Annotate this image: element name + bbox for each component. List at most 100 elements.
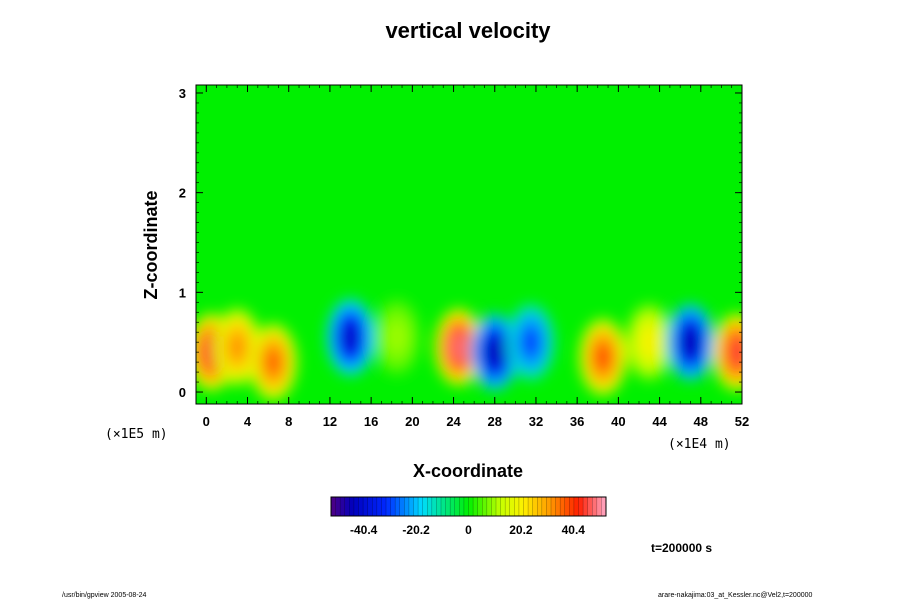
y-tick-label: 3 xyxy=(179,86,186,101)
x-tick-label: 48 xyxy=(694,414,708,429)
x-tick-label: 20 xyxy=(405,414,419,429)
colorbar-segment xyxy=(528,497,534,516)
x-axis-label: X-coordinate xyxy=(413,461,523,481)
colorbar-segment xyxy=(381,497,387,516)
colorbar-segment xyxy=(463,497,469,516)
colorbar-segment xyxy=(331,497,336,516)
colorbar-segment xyxy=(353,497,359,516)
x-tick-label: 36 xyxy=(570,414,584,429)
colorbar-segment xyxy=(427,497,433,516)
y-tick-label: 0 xyxy=(179,385,186,400)
y-tick-label: 1 xyxy=(179,285,186,300)
x-axis: 0 4 8 12 16 20 24 28 32 36 40 44 48 52 xyxy=(203,85,749,429)
colorbar-segment xyxy=(592,497,598,516)
velocity-cell-core xyxy=(263,346,283,379)
colorbar-segment xyxy=(340,497,346,516)
colorbar-segment xyxy=(436,497,442,516)
time-label: t=200000 s xyxy=(651,541,712,555)
x-tick-label: 8 xyxy=(285,414,292,429)
colorbar-segment xyxy=(413,497,419,516)
x-tick-label: 28 xyxy=(488,414,502,429)
colorbar-segment xyxy=(482,497,488,516)
colorbar-segment xyxy=(418,497,424,516)
plot-area xyxy=(196,85,742,404)
colorbar-segment xyxy=(358,497,364,516)
colorbar-segment xyxy=(422,497,428,516)
y-unit-label: (×1E5 m) xyxy=(105,427,168,442)
colorbar-segment xyxy=(573,497,579,516)
colorbar-segment xyxy=(473,497,479,516)
colorbar-segment xyxy=(601,497,607,516)
x-unit-label: (×1E4 m) xyxy=(668,437,731,452)
colorbar-tick-label: 40.4 xyxy=(562,523,586,537)
colorbar-segment xyxy=(445,497,451,516)
colorbar-segment xyxy=(431,497,437,516)
colorbar-segment xyxy=(376,497,382,516)
x-tick-label: 0 xyxy=(203,414,210,429)
colorbar-segment xyxy=(496,497,501,516)
velocity-cell-core xyxy=(341,321,360,354)
colorbar-segment xyxy=(500,497,506,516)
colorbar-segment xyxy=(486,497,492,516)
x-tick-label: 40 xyxy=(611,414,625,429)
colorbar-segment xyxy=(514,497,520,516)
colorbar-segment xyxy=(551,497,556,516)
colorbar-segment xyxy=(335,497,341,516)
velocity-field xyxy=(196,299,742,401)
colorbar-segment xyxy=(583,497,589,516)
colorbar-segment xyxy=(578,497,584,516)
colorbar-segment xyxy=(532,497,538,516)
colorbar-segment xyxy=(491,497,497,516)
colorbar-segment xyxy=(454,497,460,516)
colorbar-segment xyxy=(404,497,410,516)
colorbar xyxy=(330,496,607,517)
colorbar-segment xyxy=(564,497,570,516)
y-axis-label: Z-coordinate xyxy=(141,190,161,299)
x-tick-label: 4 xyxy=(244,414,252,429)
velocity-cell-core xyxy=(387,321,407,354)
colorbar-segment xyxy=(395,497,401,516)
colorbar-segment xyxy=(399,497,405,516)
colorbar-frame xyxy=(330,496,607,517)
colorbar-segment xyxy=(518,497,524,516)
colorbar-segment xyxy=(367,497,373,516)
velocity-cell-core xyxy=(227,331,247,364)
colorbar-segment xyxy=(555,497,561,516)
x-tick-label: 12 xyxy=(323,414,337,429)
colorbar-segment xyxy=(587,497,593,516)
colorbar-tick-label: 20.2 xyxy=(509,523,533,537)
colorbar-segment xyxy=(505,497,511,516)
x-tick-label: 52 xyxy=(735,414,749,429)
velocity-cell-core xyxy=(640,326,659,359)
colorbar-segment xyxy=(596,497,602,516)
plot-frame xyxy=(195,84,743,405)
velocity-cell-core xyxy=(485,336,505,369)
colorbar-segment xyxy=(537,497,543,516)
velocity-cell-core xyxy=(593,341,613,374)
colorbar-tick-label: 0 xyxy=(465,523,472,537)
colorbar-segment xyxy=(441,497,446,516)
y-tick-label: 2 xyxy=(179,186,186,201)
velocity-cell-core xyxy=(681,326,700,359)
colorbar-segment xyxy=(390,497,396,516)
colorbar-segment xyxy=(560,497,566,516)
colorbar-segment xyxy=(541,497,547,516)
colorbar-segment xyxy=(349,497,355,516)
velocity-cell-core xyxy=(449,331,468,364)
colorbar-segment xyxy=(509,497,515,516)
colorbar-tick-label: -40.4 xyxy=(350,523,378,537)
x-tick-label: 32 xyxy=(529,414,543,429)
colorbar-segment xyxy=(372,497,378,516)
colorbar-segment xyxy=(344,497,350,516)
velocity-cell-core xyxy=(521,326,541,359)
footer-left: /usr/bin/gpview 2005-08-24 xyxy=(62,592,147,599)
colorbar-segment xyxy=(386,497,391,516)
colorbar-ticks: -40.4 -20.2 0 20.2 40.4 xyxy=(350,523,585,537)
colorbar-segment xyxy=(569,497,575,516)
y-axis: 0 1 2 3 xyxy=(179,86,742,400)
x-tick-label: 24 xyxy=(446,414,461,429)
chart-title: vertical velocity xyxy=(385,18,551,43)
colorbar-segment xyxy=(546,497,552,516)
x-tick-label: 44 xyxy=(652,414,667,429)
